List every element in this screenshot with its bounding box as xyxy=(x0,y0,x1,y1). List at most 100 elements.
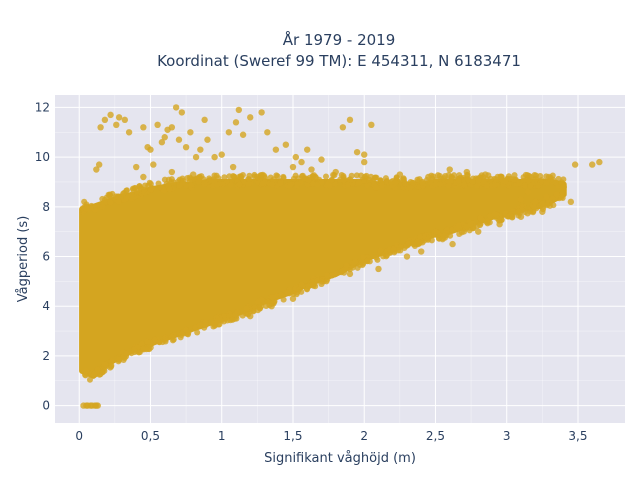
data-point xyxy=(553,191,560,198)
data-point xyxy=(201,180,208,187)
data-point xyxy=(120,190,127,197)
data-point xyxy=(95,161,103,168)
data-point xyxy=(178,109,186,116)
data-point xyxy=(343,262,350,269)
data-point xyxy=(138,340,145,347)
data-point xyxy=(329,272,336,279)
data-point xyxy=(432,228,439,235)
data-point xyxy=(417,233,424,240)
data-point xyxy=(372,184,379,191)
data-point xyxy=(410,179,417,186)
data-point xyxy=(375,265,382,273)
data-point xyxy=(482,171,489,178)
data-point xyxy=(532,175,539,182)
data-point xyxy=(227,181,234,188)
data-point xyxy=(308,166,315,173)
data-point xyxy=(360,177,367,184)
data-point xyxy=(235,106,243,114)
y-tick-label: 4 xyxy=(42,299,50,313)
data-point xyxy=(361,158,368,166)
data-point xyxy=(161,134,168,141)
data-point xyxy=(204,136,211,143)
data-point xyxy=(527,173,534,180)
data-point xyxy=(140,124,147,131)
data-point xyxy=(447,232,454,239)
data-point xyxy=(558,194,565,201)
data-point xyxy=(543,180,550,187)
data-point xyxy=(198,173,205,180)
data-point xyxy=(99,203,106,210)
data-point xyxy=(277,180,284,187)
data-point xyxy=(94,402,101,409)
data-point xyxy=(151,336,158,343)
data-point xyxy=(99,369,106,376)
x-tick-label: 3,5 xyxy=(568,429,587,443)
data-point xyxy=(277,291,284,298)
data-point xyxy=(185,329,192,336)
y-axis-ticks: 0 2 4 6 8 10 12 xyxy=(35,100,50,412)
data-point xyxy=(232,119,240,126)
data-point xyxy=(314,277,321,284)
data-point xyxy=(509,214,516,221)
data-point xyxy=(324,181,331,188)
y-tick-label: 8 xyxy=(42,200,50,214)
x-tick-label: 1,5 xyxy=(283,429,302,443)
data-point xyxy=(491,211,498,218)
data-point xyxy=(159,339,166,346)
data-point xyxy=(236,181,243,188)
data-point xyxy=(195,178,202,185)
data-point xyxy=(396,171,404,178)
data-point xyxy=(344,181,351,188)
data-point xyxy=(524,210,531,217)
data-point xyxy=(476,222,483,229)
scatter-points xyxy=(79,104,603,409)
data-point xyxy=(449,240,456,248)
data-point xyxy=(596,158,603,166)
y-tick-label: 2 xyxy=(42,349,50,363)
data-point xyxy=(218,151,225,158)
data-point xyxy=(318,156,325,163)
data-point xyxy=(232,312,239,319)
data-point xyxy=(520,177,527,184)
data-point xyxy=(141,186,148,193)
data-point xyxy=(140,346,147,353)
data-point xyxy=(246,176,253,183)
x-tick-label: 0,5 xyxy=(141,429,160,443)
data-point xyxy=(83,367,90,374)
data-point xyxy=(108,358,115,365)
y-tick-label: 12 xyxy=(35,100,50,114)
data-point xyxy=(231,173,238,180)
data-point xyxy=(172,104,180,111)
data-point xyxy=(481,178,488,185)
data-point xyxy=(187,129,194,136)
data-point xyxy=(196,322,203,329)
data-point xyxy=(180,178,187,185)
data-point xyxy=(550,202,557,209)
data-point xyxy=(456,230,463,237)
data-point xyxy=(364,258,371,265)
data-point xyxy=(469,178,476,185)
data-point xyxy=(531,203,538,210)
data-point xyxy=(414,176,421,183)
data-point xyxy=(355,179,362,186)
data-point xyxy=(338,171,345,178)
data-point xyxy=(383,253,390,260)
data-point xyxy=(168,124,176,131)
y-tick-label: 10 xyxy=(35,150,50,164)
data-point xyxy=(510,176,518,183)
data-point xyxy=(290,175,297,182)
data-point xyxy=(487,213,494,220)
data-point xyxy=(418,248,425,255)
data-point xyxy=(113,121,120,129)
x-tick-label: 0 xyxy=(75,429,83,443)
data-point xyxy=(194,329,201,336)
data-point xyxy=(399,176,406,183)
data-point xyxy=(202,322,209,329)
data-point xyxy=(197,146,204,153)
data-point xyxy=(177,334,184,341)
data-point xyxy=(361,151,368,158)
data-point xyxy=(368,121,375,129)
data-point xyxy=(463,168,471,176)
data-point xyxy=(211,153,218,161)
data-point xyxy=(371,174,378,181)
